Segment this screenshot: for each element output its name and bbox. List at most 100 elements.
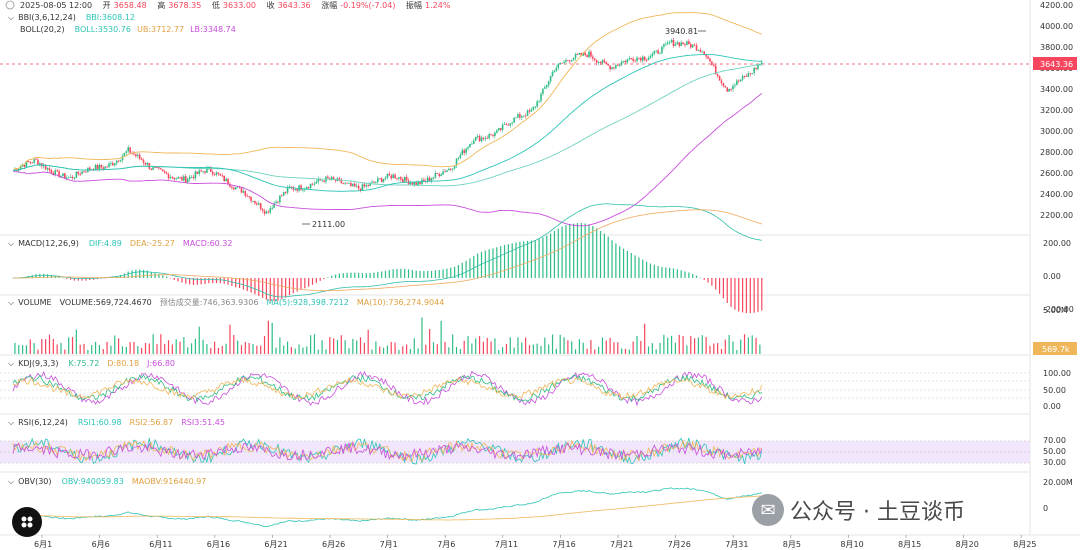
tradingview-button[interactable] [12, 507, 42, 537]
volume-bar [517, 337, 519, 354]
volume-bar [743, 334, 746, 354]
volume-bar [214, 341, 216, 354]
volume-bar [363, 342, 365, 354]
volume-bar [367, 329, 369, 354]
macd-bar [496, 247, 498, 278]
candle-body [417, 181, 419, 186]
candle-body [578, 53, 581, 55]
volume-bar [421, 317, 423, 354]
macd-bar [189, 278, 191, 285]
candle-body [576, 54, 579, 55]
candle-body [367, 185, 369, 186]
candle-body [108, 163, 110, 167]
candle-body [58, 171, 60, 178]
candle-body [256, 203, 258, 205]
volume-bar [83, 343, 85, 354]
macd-bar [642, 259, 644, 278]
volume-bar [467, 336, 469, 354]
candle-body [350, 182, 352, 186]
candle-body [705, 54, 707, 57]
macd-bar [726, 278, 728, 303]
candle-body [657, 50, 659, 54]
candle-body [728, 88, 730, 92]
candle-body [315, 181, 318, 184]
volume-bar [298, 344, 300, 354]
candle-body [259, 203, 262, 210]
candle-body [27, 161, 30, 163]
volume-bar [160, 334, 162, 354]
volume-bar [594, 349, 596, 354]
macd-bar [711, 278, 713, 286]
candle-body [751, 73, 753, 75]
volume-bar [486, 337, 488, 354]
candle-body [739, 79, 742, 82]
macd-bar [296, 278, 298, 292]
candle-body [377, 178, 379, 183]
volume-tick: 5.00M [1043, 306, 1068, 315]
svg-text:⌵KDJ(9,3,3)K:75.72D:80.18J:66.: ⌵ KDJ(9,3,3) K:75.72 D:80.18 J:66.80 [8, 359, 175, 368]
macd-bar [638, 257, 640, 278]
candle-body [521, 116, 523, 118]
volume-bar [18, 345, 20, 354]
candle-body [240, 187, 243, 193]
macd-bar [419, 270, 421, 278]
volume-bar [667, 337, 669, 354]
volume-bar [141, 347, 143, 354]
collapse-icon[interactable] [5, 0, 15, 10]
candle-body [457, 157, 460, 159]
macd-bar [173, 278, 175, 280]
candle-body [555, 67, 558, 71]
candle-body [444, 171, 446, 173]
candle-body [641, 56, 644, 61]
candle-body [461, 150, 464, 155]
volume-bar [164, 343, 166, 354]
candle-body [329, 178, 331, 180]
macd-bar [438, 269, 440, 278]
candle-body [684, 44, 686, 46]
macd-bar [361, 273, 364, 278]
volume-bar [605, 340, 607, 354]
macd-bar [177, 278, 179, 282]
candle-body [638, 57, 640, 59]
candle-body [142, 160, 145, 163]
macd-bar [308, 278, 310, 287]
candle-body [52, 173, 55, 175]
candle-body [42, 164, 45, 167]
macd-bar [695, 275, 698, 278]
macd-bar [534, 239, 536, 278]
candle-body [342, 183, 345, 184]
candle-body [200, 170, 202, 172]
volume-bar [129, 342, 131, 354]
volume-bar [237, 340, 239, 354]
candle-body [246, 195, 249, 197]
rsi-tick: 50.00 [1043, 447, 1066, 456]
boll-upper-line [12, 12, 762, 172]
macd-bar [745, 278, 748, 314]
kdj-guides [0, 372, 1030, 399]
candle-body [471, 143, 473, 145]
candle-body [453, 165, 456, 169]
candle-body [542, 88, 544, 94]
candle-body [534, 106, 537, 108]
volume-bar [482, 341, 484, 354]
macd-bar [669, 267, 671, 278]
candle-body [551, 71, 554, 77]
candle-body [158, 167, 160, 169]
header-row: 2025-08-05 12:00 开 3658.48 高 3678.35 低 3633… [5, 0, 451, 10]
candle-body [348, 182, 350, 184]
macd-bar [434, 270, 436, 278]
macd-bar [423, 270, 425, 278]
candle-body [636, 57, 638, 62]
macd-bar [427, 270, 429, 278]
volume-bar [167, 340, 170, 354]
candle-body [309, 183, 312, 189]
volume-bar [663, 334, 665, 354]
candle-body [423, 179, 425, 181]
candle-body [73, 177, 76, 179]
macd-bar [707, 278, 709, 283]
candle-body [265, 211, 268, 214]
candle-body [403, 176, 406, 182]
candle-body [473, 140, 475, 144]
candle-body [332, 177, 335, 180]
